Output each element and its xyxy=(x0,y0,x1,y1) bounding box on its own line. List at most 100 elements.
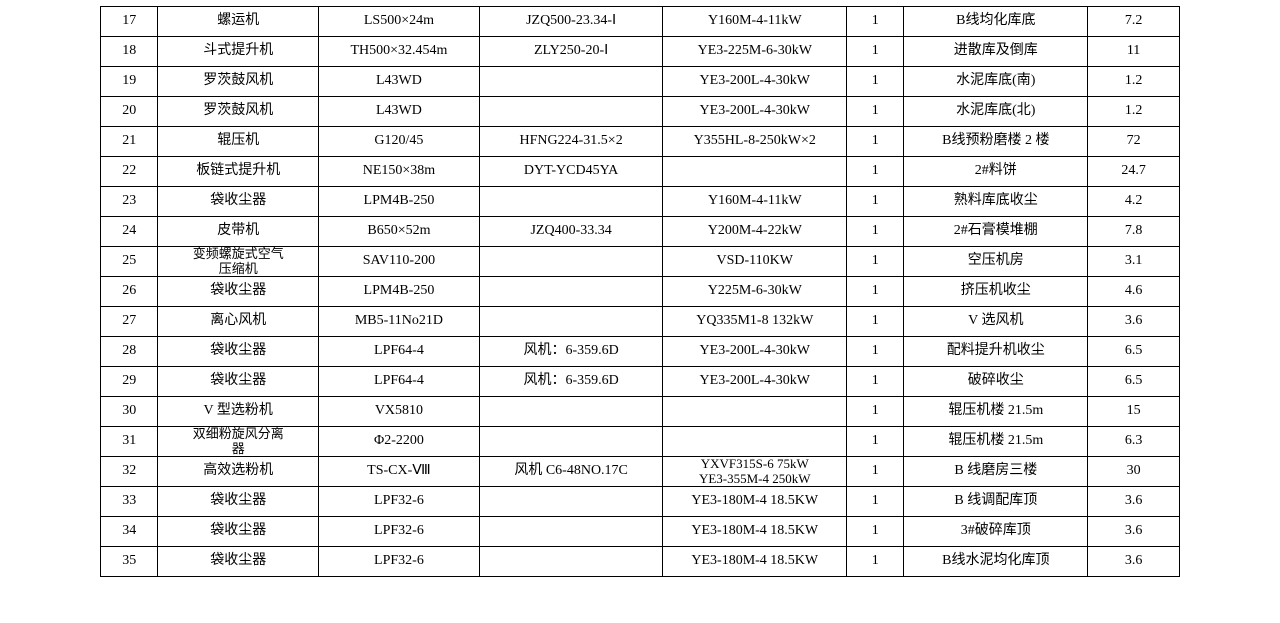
cell-name: 双细粉旋风分离器 xyxy=(158,427,319,457)
cell-location: 水泥库底(南) xyxy=(904,67,1088,97)
cell-motor: Y160M-4-11kW xyxy=(663,7,847,37)
cell-value: 6.5 xyxy=(1088,367,1180,397)
cell-value: 3.6 xyxy=(1088,547,1180,577)
cell-motor: YE3-180M-4 18.5KW xyxy=(663,547,847,577)
cell-reducer: 风机：6-359.6D xyxy=(479,337,663,367)
cell-name: 袋收尘器 xyxy=(158,277,319,307)
cell-motor: YE3-200L-4-30kW xyxy=(663,97,847,127)
cell-model: SAV110-200 xyxy=(319,247,480,277)
cell-seq: 32 xyxy=(101,457,158,487)
cell-value: 72 xyxy=(1088,127,1180,157)
table-row: 26袋收尘器LPM4B-250Y225M-6-30kW1挤压机收尘4.6 xyxy=(101,277,1180,307)
cell-value: 7.8 xyxy=(1088,217,1180,247)
table-row: 29袋收尘器LPF64-4风机：6-359.6DYE3-200L-4-30kW1… xyxy=(101,367,1180,397)
cell-reducer xyxy=(479,487,663,517)
table-row: 32高效选粉机TS-CX-Ⅷ风机 C6-48NO.17CYXVF315S-6 7… xyxy=(101,457,1180,487)
cell-seq: 18 xyxy=(101,37,158,67)
cell-model: LPF32-6 xyxy=(319,547,480,577)
cell-motor: YQ335M1-8 132kW xyxy=(663,307,847,337)
cell-model: L43WD xyxy=(319,97,480,127)
cell-location: B 线磨房三楼 xyxy=(904,457,1088,487)
cell-motor xyxy=(663,157,847,187)
cell-motor: Y355HL-8-250kW×2 xyxy=(663,127,847,157)
cell-reducer xyxy=(479,517,663,547)
cell-seq: 17 xyxy=(101,7,158,37)
cell-name: 螺运机 xyxy=(158,7,319,37)
cell-seq: 24 xyxy=(101,217,158,247)
cell-value: 30 xyxy=(1088,457,1180,487)
cell-qty: 1 xyxy=(847,487,904,517)
cell-motor: VSD-110KW xyxy=(663,247,847,277)
cell-seq: 25 xyxy=(101,247,158,277)
cell-seq: 31 xyxy=(101,427,158,457)
cell-reducer: DYT-YCD45YA xyxy=(479,157,663,187)
cell-reducer: 风机 C6-48NO.17C xyxy=(479,457,663,487)
cell-motor: Y200M-4-22kW xyxy=(663,217,847,247)
cell-location: 破碎收尘 xyxy=(904,367,1088,397)
cell-model: TH500×32.454m xyxy=(319,37,480,67)
cell-seq: 22 xyxy=(101,157,158,187)
cell-reducer xyxy=(479,427,663,457)
cell-location: 空压机房 xyxy=(904,247,1088,277)
cell-seq: 30 xyxy=(101,397,158,427)
table-row: 30V 型选粉机VX58101辊压机楼 21.5m15 xyxy=(101,397,1180,427)
cell-reducer xyxy=(479,67,663,97)
cell-qty: 1 xyxy=(847,247,904,277)
cell-qty: 1 xyxy=(847,547,904,577)
cell-qty: 1 xyxy=(847,457,904,487)
cell-reducer: JZQ400-33.34 xyxy=(479,217,663,247)
cell-name: 袋收尘器 xyxy=(158,367,319,397)
equipment-table: 17螺运机LS500×24mJZQ500-23.34-ⅠY160M-4-11kW… xyxy=(100,6,1180,577)
cell-location: 2#石膏模堆棚 xyxy=(904,217,1088,247)
cell-reducer: ZLY250-20-Ⅰ xyxy=(479,37,663,67)
cell-name: 辊压机 xyxy=(158,127,319,157)
table-row: 24皮带机B650×52mJZQ400-33.34Y200M-4-22kW12#… xyxy=(101,217,1180,247)
cell-seq: 19 xyxy=(101,67,158,97)
cell-name: 高效选粉机 xyxy=(158,457,319,487)
cell-seq: 26 xyxy=(101,277,158,307)
cell-name: 袋收尘器 xyxy=(158,187,319,217)
cell-seq: 33 xyxy=(101,487,158,517)
cell-value: 11 xyxy=(1088,37,1180,67)
cell-seq: 20 xyxy=(101,97,158,127)
cell-qty: 1 xyxy=(847,427,904,457)
cell-model: B650×52m xyxy=(319,217,480,247)
cell-location: 辊压机楼 21.5m xyxy=(904,427,1088,457)
cell-model: MB5-11No21D xyxy=(319,307,480,337)
table-row: 28袋收尘器LPF64-4风机：6-359.6DYE3-200L-4-30kW1… xyxy=(101,337,1180,367)
cell-value: 15 xyxy=(1088,397,1180,427)
cell-reducer xyxy=(479,97,663,127)
cell-location: 2#料饼 xyxy=(904,157,1088,187)
cell-value: 4.2 xyxy=(1088,187,1180,217)
table-row: 33袋收尘器LPF32-6YE3-180M-4 18.5KW1B 线调配库顶3.… xyxy=(101,487,1180,517)
cell-name: 变频螺旋式空气压缩机 xyxy=(158,247,319,277)
cell-reducer xyxy=(479,277,663,307)
cell-motor xyxy=(663,427,847,457)
cell-model: LPF64-4 xyxy=(319,367,480,397)
cell-model: LPF32-6 xyxy=(319,487,480,517)
cell-model: LS500×24m xyxy=(319,7,480,37)
cell-motor: Y225M-6-30kW xyxy=(663,277,847,307)
cell-qty: 1 xyxy=(847,97,904,127)
cell-seq: 27 xyxy=(101,307,158,337)
cell-seq: 34 xyxy=(101,517,158,547)
cell-location: 熟料库底收尘 xyxy=(904,187,1088,217)
cell-seq: 21 xyxy=(101,127,158,157)
cell-value: 7.2 xyxy=(1088,7,1180,37)
cell-model: VX5810 xyxy=(319,397,480,427)
cell-location: B线预粉磨楼 2 楼 xyxy=(904,127,1088,157)
cell-value: 3.1 xyxy=(1088,247,1180,277)
cell-model: Φ2-2200 xyxy=(319,427,480,457)
cell-seq: 28 xyxy=(101,337,158,367)
table-row: 20罗茨鼓风机L43WDYE3-200L-4-30kW1水泥库底(北)1.2 xyxy=(101,97,1180,127)
cell-motor: YE3-200L-4-30kW xyxy=(663,337,847,367)
cell-model: TS-CX-Ⅷ xyxy=(319,457,480,487)
cell-name: 罗茨鼓风机 xyxy=(158,97,319,127)
cell-reducer: 风机：6-359.6D xyxy=(479,367,663,397)
cell-value: 3.6 xyxy=(1088,517,1180,547)
cell-name: 袋收尘器 xyxy=(158,337,319,367)
cell-location: B线均化库底 xyxy=(904,7,1088,37)
cell-qty: 1 xyxy=(847,337,904,367)
table-row: 18斗式提升机TH500×32.454mZLY250-20-ⅠYE3-225M-… xyxy=(101,37,1180,67)
table-body: 17螺运机LS500×24mJZQ500-23.34-ⅠY160M-4-11kW… xyxy=(101,7,1180,577)
